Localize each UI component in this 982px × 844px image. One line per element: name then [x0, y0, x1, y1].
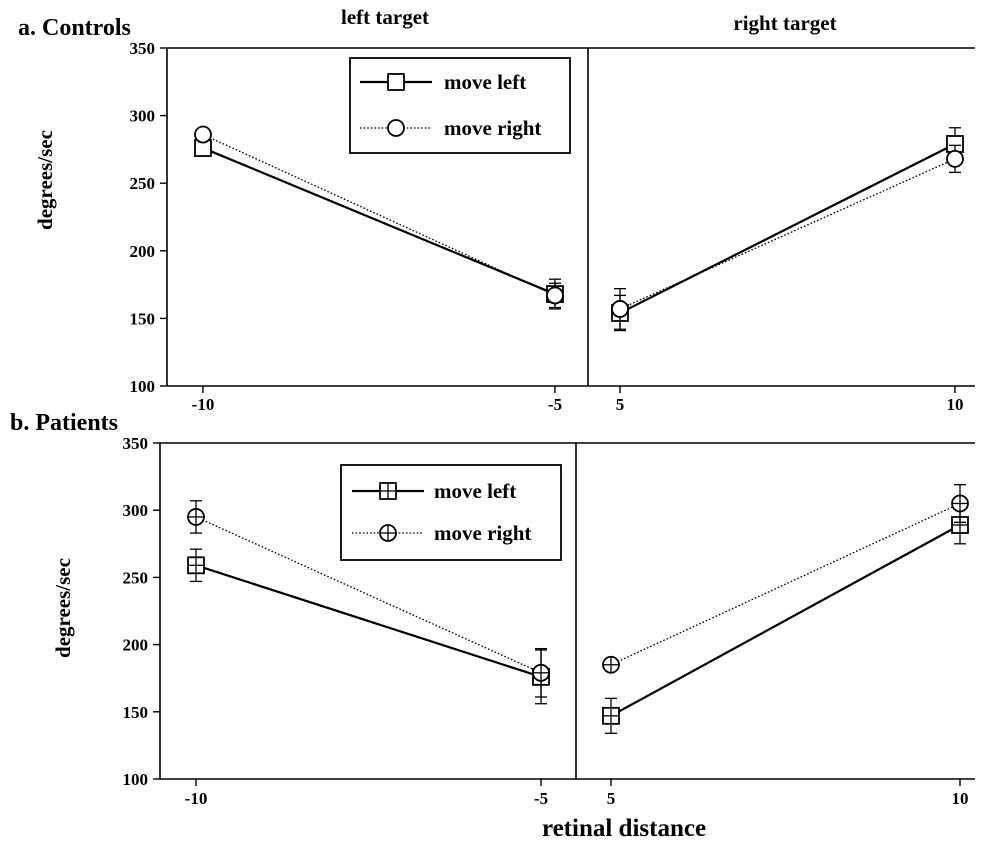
- panel-a-series-move-left: [194, 127, 964, 332]
- panel-a-series-move-right-right-line: [619, 158, 956, 310]
- panel-b-x-tick-label: 5: [607, 789, 616, 808]
- panel-b-x-tick-label: -10: [185, 789, 208, 808]
- panel-a-legend-box: [349, 57, 571, 154]
- x-axis-label: retinal distance: [542, 815, 706, 842]
- panel-b-y-tick-label: 250: [123, 568, 149, 587]
- panel-b-x-tick-label: 10: [952, 789, 969, 808]
- panel-a-y-tick-label: 250: [130, 174, 156, 193]
- panel-b-legend-box: [340, 464, 562, 561]
- panel-a-series-move-right-point: [546, 286, 564, 305]
- panel-a-y-tick-label: 300: [130, 107, 156, 126]
- panel-a-series-move-right-point: [946, 149, 964, 168]
- panel-b-legend-label: move right: [434, 521, 531, 545]
- panel-a-legend-label: move right: [444, 116, 541, 140]
- panel-a-series-move-left-left-line: [202, 147, 556, 296]
- panel-b-series-move-right-right-line: [610, 502, 961, 666]
- panel-a-x-tick-label: 5: [616, 395, 625, 414]
- panel-b-legend: move left move right: [340, 464, 562, 561]
- panel-b-series-move-left-left-line: [195, 564, 542, 678]
- panel-a-x-tick-label: -10: [192, 395, 215, 414]
- panel-a-y-tick-label: 350: [130, 39, 156, 58]
- panel-a-x-tick-label: 10: [947, 395, 964, 414]
- panel-a-title: a. Controls: [18, 15, 131, 41]
- panel-b-y-tick-label: 350: [123, 434, 149, 453]
- panel-a-legend-marker: [387, 73, 405, 91]
- panel-a-series-move-left-right-line: [619, 143, 956, 314]
- panel-a-y-tick-label: 200: [130, 242, 156, 261]
- panel-b-y-tick-label: 150: [123, 703, 149, 722]
- panel-a-legend: move left move right: [349, 57, 571, 154]
- panel-a-series-move-right-point: [611, 300, 629, 318]
- panel-a-series-move-right-point: [194, 125, 212, 144]
- panel-b-y-axis-label: degrees/sec: [51, 558, 75, 658]
- panel-b-series-move-right: [187, 484, 969, 698]
- panel-a-series-move-right-left-line: [202, 133, 556, 297]
- column-title-left: left target: [341, 5, 429, 29]
- panel-a-x-tick-label: -5: [548, 395, 562, 414]
- panel-b-legend-label: move left: [434, 479, 516, 503]
- panel-b-y-tick-label: 200: [123, 636, 149, 655]
- panel-b-x-tick-label: -5: [534, 789, 548, 808]
- panel-b-y-tick-label: 100: [123, 770, 149, 789]
- panel-a-legend-marker: [387, 119, 405, 137]
- panel-a-legend-label: move left: [444, 70, 526, 94]
- panel-a-series-move-right: [194, 125, 964, 330]
- panel-b-title: b. Patients: [10, 410, 118, 436]
- panel-b-y-tick-label: 300: [123, 501, 149, 520]
- panel-a-y-axis-label: degrees/sec: [33, 130, 57, 230]
- panel-b-series-move-left: [187, 505, 969, 734]
- column-title-right: right target: [733, 11, 836, 35]
- panel-a-y-tick-label: 100: [130, 377, 156, 396]
- panel-b-series-move-left-right-line: [610, 524, 961, 717]
- panel-a-y-tick-label: 150: [130, 309, 156, 328]
